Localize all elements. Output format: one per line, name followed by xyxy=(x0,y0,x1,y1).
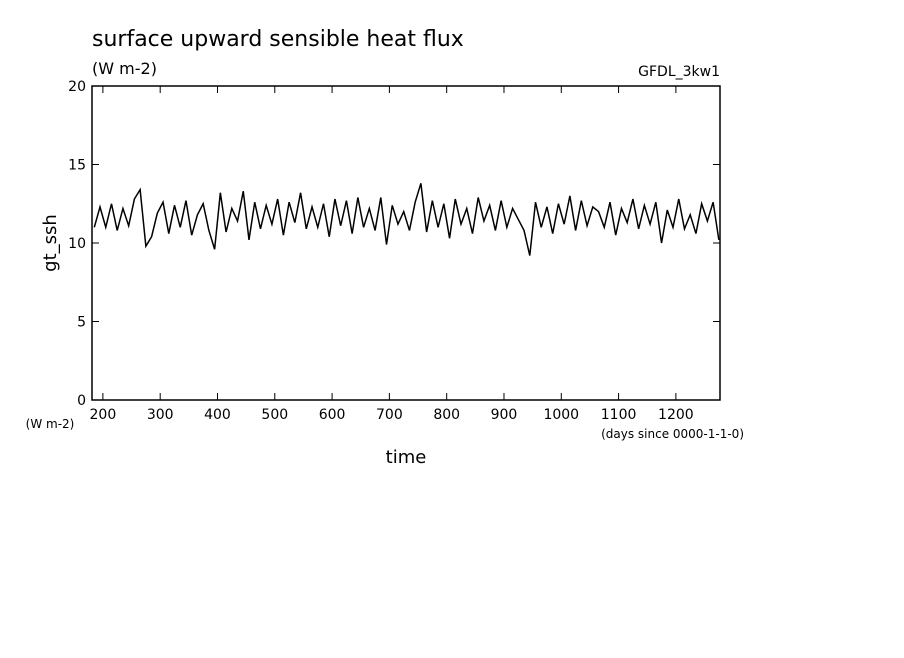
x-tick-label: 1000 xyxy=(543,407,579,423)
x-tick-label: 500 xyxy=(261,407,288,423)
x-tick-label: 200 xyxy=(90,407,117,423)
y-axis-label: gt_ssh xyxy=(40,214,61,272)
y-tick-label: 5 xyxy=(77,315,86,331)
y-tick-label: 10 xyxy=(68,236,86,252)
x-tick-label: 400 xyxy=(204,407,231,423)
x-tick-label: 900 xyxy=(491,407,518,423)
plot-frame xyxy=(91,85,721,401)
x-tick-label: 800 xyxy=(433,407,460,423)
y-tick-label: 20 xyxy=(68,79,86,95)
x-tick-label: 700 xyxy=(376,407,403,423)
chart-subtitle: (W m-2) xyxy=(92,59,157,78)
data-line xyxy=(93,183,720,256)
chart-title: surface upward sensible heat flux xyxy=(92,27,464,52)
y-axis-unit: (W m-2) xyxy=(26,417,75,431)
y-tick-label: 15 xyxy=(68,158,86,174)
annotation: GFDL_3kw1 xyxy=(638,64,720,80)
y-tick-label: 0 xyxy=(77,393,86,409)
x-tick-label: 1200 xyxy=(658,407,694,423)
x-axis-label: time xyxy=(386,447,427,468)
x-axis-unit: (days since 0000-1-1-0) xyxy=(601,427,744,441)
x-tick-label: 600 xyxy=(319,407,346,423)
x-tick-label: 300 xyxy=(147,407,174,423)
x-tick-label: 1100 xyxy=(601,407,637,423)
